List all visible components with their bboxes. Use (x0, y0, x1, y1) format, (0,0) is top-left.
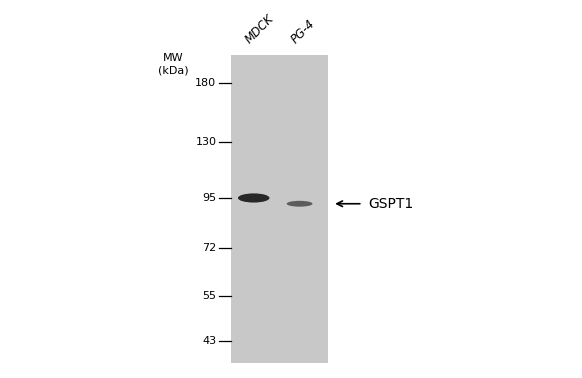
Text: MDCK: MDCK (242, 12, 276, 46)
Bar (231, 55, 328, 363)
Text: 180: 180 (196, 78, 217, 88)
Text: 95: 95 (203, 193, 217, 203)
Text: 43: 43 (203, 336, 217, 345)
Text: GSPT1: GSPT1 (368, 197, 414, 211)
Ellipse shape (238, 194, 269, 203)
Ellipse shape (287, 201, 313, 207)
Text: MW
(kDa): MW (kDa) (158, 53, 189, 75)
Text: 130: 130 (196, 136, 217, 147)
Text: 55: 55 (203, 291, 217, 301)
Text: 72: 72 (202, 243, 217, 253)
Text: PG-4: PG-4 (288, 17, 317, 46)
